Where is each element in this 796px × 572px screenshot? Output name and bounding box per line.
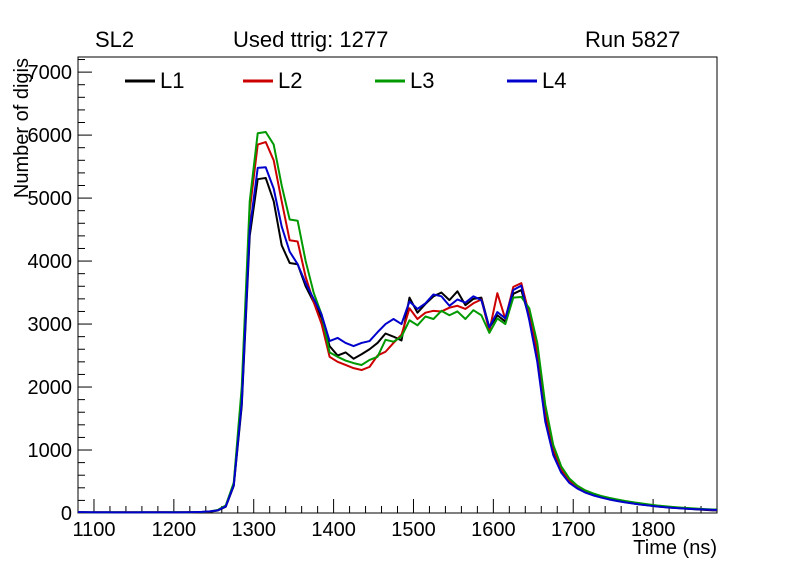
- y-axis-title: Number of digis: [11, 58, 33, 198]
- y-tick-label: 4000: [28, 251, 73, 273]
- y-tick-label: 7000: [28, 62, 73, 84]
- superlayer-label: SL2: [95, 27, 135, 52]
- y-tick-label: 2000: [28, 377, 73, 399]
- legend-label-L1: L1: [160, 68, 184, 93]
- x-tick-label: 1800: [631, 519, 676, 541]
- legend-label-L2: L2: [278, 68, 302, 93]
- y-tick-label: 5000: [28, 188, 73, 210]
- plot-frame: [77, 56, 718, 514]
- plot-title: Used ttrig: 1277: [233, 27, 389, 52]
- x-tick-label: 1700: [551, 519, 596, 541]
- y-tick-label: 6000: [28, 125, 73, 147]
- y-tick-label: 0: [61, 503, 72, 525]
- y-tick-label: 3000: [28, 314, 73, 336]
- series-line-L4: [78, 166, 717, 514]
- x-tick-label: 1500: [391, 519, 436, 541]
- series-line-L2: [78, 141, 717, 514]
- x-axis-title: Time (ns): [633, 537, 717, 559]
- x-tick-label: 1400: [311, 519, 356, 541]
- x-tick-label: 1600: [471, 519, 516, 541]
- legend-label-L4: L4: [542, 68, 566, 93]
- x-tick-label: 1200: [152, 519, 197, 541]
- legend-label-L3: L3: [410, 68, 434, 93]
- series-line-L1: [78, 176, 717, 514]
- x-tick-label: 1100: [72, 519, 115, 541]
- run-number-label: Run 5827: [585, 27, 681, 52]
- x-tick-label: 1300: [231, 519, 276, 541]
- y-tick-label: 1000: [28, 440, 73, 462]
